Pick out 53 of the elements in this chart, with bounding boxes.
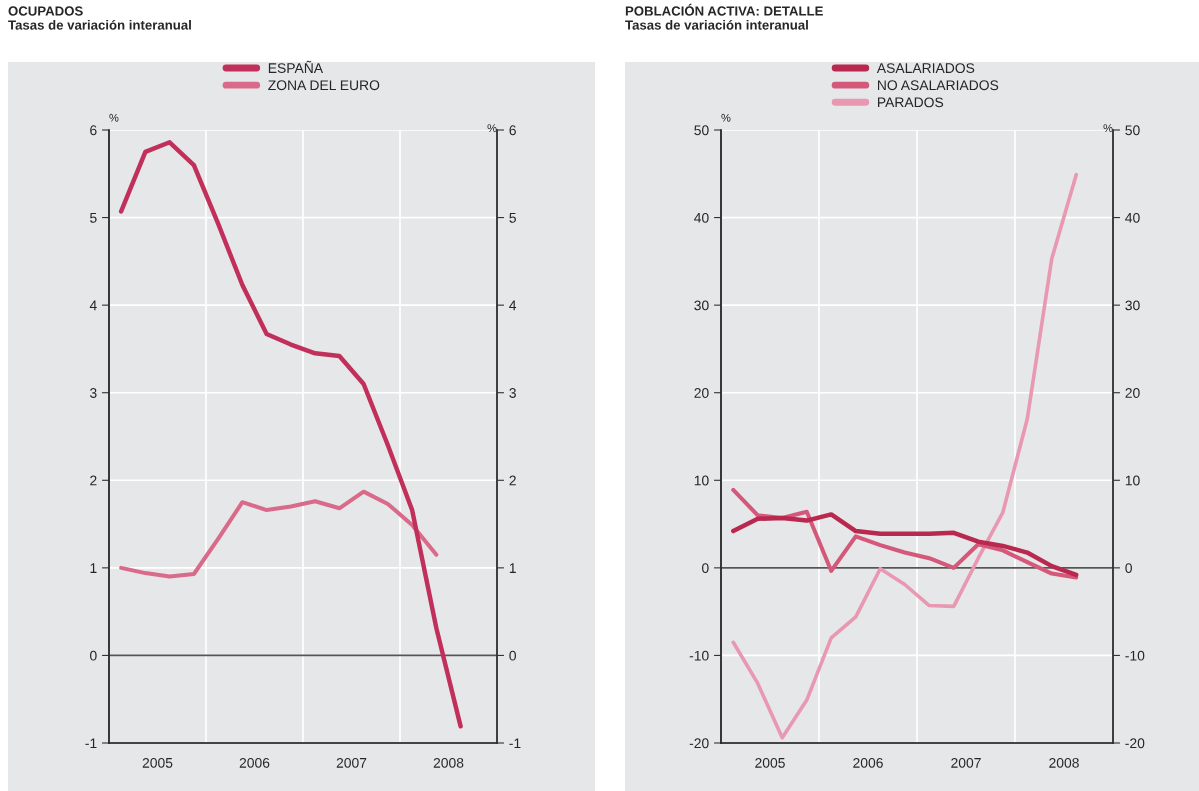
x-tick-label: 2005	[755, 757, 785, 768]
y2-tick-label: 0	[1125, 563, 1132, 574]
x-tick-label: 2005	[142, 757, 173, 768]
legend-label: PARADOS	[877, 97, 944, 108]
x-tick-label: 2006	[239, 757, 270, 768]
y-tick-label: 40	[694, 212, 709, 223]
x-tick-label: 2008	[433, 757, 464, 768]
chart-title: POBLACIÓN ACTIVA: DETALLE	[625, 3, 823, 16]
y2-tick-label: 0	[509, 650, 516, 661]
y-tick-label: 3	[90, 388, 97, 398]
y-tick-label: 2	[90, 475, 97, 486]
y2-tick-label: 40	[1125, 212, 1140, 223]
y-tick-label: 4	[89, 300, 97, 311]
y-axis-title: %	[721, 113, 731, 122]
y-tick-label: 0	[90, 650, 97, 661]
y2-tick-label: 10	[1125, 475, 1140, 486]
y2-tick-label: -1	[509, 738, 521, 749]
y-tick-label: -20	[689, 738, 709, 749]
y2-tick-label: 20	[1125, 388, 1140, 398]
y-tick-label: 6	[90, 125, 97, 136]
y-tick-label: 5	[90, 213, 97, 223]
y2-tick-label: 2	[509, 475, 516, 486]
y-tick-label: 10	[694, 475, 709, 486]
y2-tick-label: 50	[1125, 125, 1140, 136]
chart-subtitle: Tasas de variación interanual	[625, 19, 808, 30]
y-tick-label: 50	[694, 125, 709, 136]
legend-label: ASALARIADOS	[876, 63, 975, 74]
legend-label: ESPAÑA	[268, 60, 324, 74]
y2-tick-label: 5	[509, 213, 516, 223]
y2-tick-label: 3	[509, 388, 516, 398]
y-tick-label: 0	[702, 563, 709, 574]
legend-label: NO ASALARIADOS	[877, 80, 999, 91]
y-tick-label: 20	[694, 388, 709, 398]
y-tick-label: 1	[90, 563, 97, 573]
legend-label: ZONA DEL EURO	[268, 80, 380, 91]
chart-subtitle: Tasas de variación interanual	[8, 19, 191, 30]
y2-tick-label: -20	[1125, 738, 1145, 749]
y2-tick-label: 1	[509, 563, 516, 573]
y-tick-label: 30	[694, 300, 709, 311]
y-tick-label: -1	[85, 738, 97, 749]
y2-axis-title: %	[487, 124, 497, 132]
y2-tick-label: 4	[509, 300, 517, 311]
y2-tick-label: 6	[509, 125, 516, 136]
x-tick-label: 2007	[951, 757, 981, 768]
y-tick-label: -10	[689, 650, 709, 661]
y-axis-title: %	[109, 113, 119, 122]
x-tick-label: 2007	[336, 757, 367, 768]
chart-title: OCUPADOS	[8, 6, 83, 16]
x-tick-label: 2006	[853, 757, 883, 768]
y2-axis-title: %	[1103, 124, 1113, 132]
x-tick-label: 2008	[1049, 757, 1079, 768]
y2-tick-label: -10	[1125, 650, 1145, 661]
y2-tick-label: 30	[1125, 300, 1140, 311]
